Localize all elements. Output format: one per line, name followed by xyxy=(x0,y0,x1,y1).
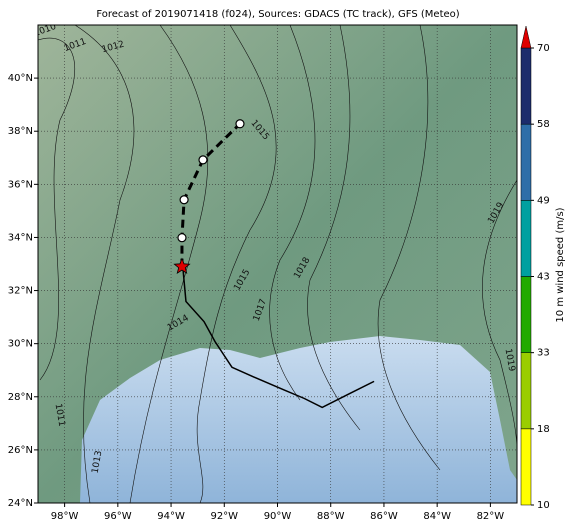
y-tick-label: 34°N xyxy=(8,232,33,243)
y-tick-label: 32°N xyxy=(8,286,33,297)
colorbar-extend xyxy=(520,25,532,49)
isobars xyxy=(38,25,517,503)
observed-track xyxy=(182,269,375,409)
x-tick-label: 98°W xyxy=(51,511,79,522)
x-tick-label: 90°W xyxy=(264,511,292,522)
colorbar-segment xyxy=(520,47,532,125)
title: Forecast of 2019071418 (f024), Sources: … xyxy=(96,9,459,20)
x-tick-label: 86°W xyxy=(370,511,398,522)
colorbar-tick-label: 58 xyxy=(537,119,550,130)
colorbar-segment xyxy=(520,123,532,201)
colorbar-tick-label: 49 xyxy=(537,195,550,206)
colorbar-tick-label: 70 xyxy=(537,43,550,54)
isobar-label: 1019 xyxy=(503,348,517,373)
forecast-point xyxy=(235,119,245,129)
x-tick-label: 82°W xyxy=(477,511,505,522)
colorbar-segment xyxy=(520,428,532,506)
colorbar-label: 10 m wind speed (m/s) xyxy=(555,207,566,322)
colorbar-tick-label: 10 xyxy=(537,500,550,511)
y-tick-label: 26°N xyxy=(8,445,33,456)
x-tick-label: 84°W xyxy=(423,511,451,522)
y-tick-label: 38°N xyxy=(8,126,33,137)
colorbar-tick-label: 33 xyxy=(537,348,550,359)
x-tick-label: 92°W xyxy=(210,511,238,522)
y-tick-label: 24°N xyxy=(8,498,33,509)
x-tick-label: 94°W xyxy=(157,511,185,522)
y-tick-label: 28°N xyxy=(8,392,33,403)
isobar-label: 1011 xyxy=(53,403,67,427)
forecast-point xyxy=(177,233,187,243)
y-tick-label: 30°N xyxy=(8,339,33,350)
x-tick-label: 96°W xyxy=(104,511,132,522)
colorbar-segment xyxy=(520,276,532,353)
forecast-point xyxy=(198,155,208,165)
colorbar-tick-label: 43 xyxy=(537,272,550,283)
colorbar-segment xyxy=(520,200,532,277)
gulf-of-mexico xyxy=(80,336,517,503)
x-tick-label: 88°W xyxy=(317,511,345,522)
y-tick-label: 36°N xyxy=(8,179,33,190)
forecast-point xyxy=(179,195,189,205)
current-position-star xyxy=(173,257,191,275)
isobar-label: 1013 xyxy=(91,450,105,474)
colorbar-tick-label: 18 xyxy=(537,424,550,435)
colorbar-segment xyxy=(520,352,532,430)
y-tick-label: 40°N xyxy=(8,73,33,84)
